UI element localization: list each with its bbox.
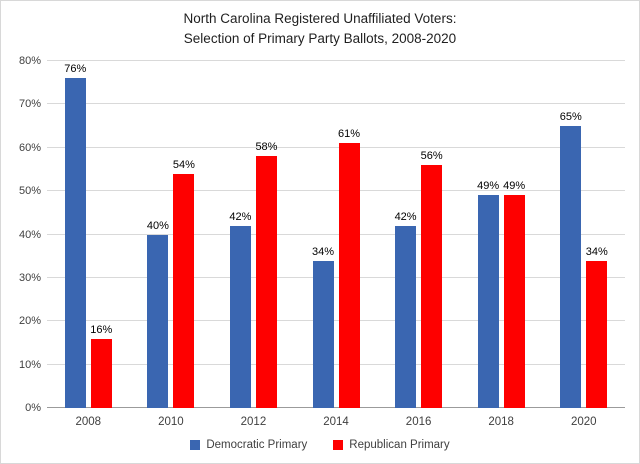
gridline	[47, 233, 625, 235]
bar-slot: 40%	[147, 61, 169, 408]
bar-value-label: 42%	[229, 210, 252, 223]
bar	[560, 126, 582, 408]
bar-group-2018: 49% 49%	[460, 61, 543, 408]
y-tick-label: 80%	[18, 55, 41, 67]
bar-value-label: 56%	[420, 150, 443, 163]
x-tick-label: 2020	[570, 416, 597, 428]
x-tick-label: 2018	[488, 416, 514, 428]
x-axis-labels: 2008 2010 2012 2014 2016 2018 2020	[47, 409, 625, 428]
bar-value-label: 54%	[172, 158, 195, 171]
bar	[421, 165, 443, 408]
bar-slot: 56%	[421, 61, 443, 408]
bar-group-2016: 42% 56%	[377, 61, 460, 408]
bar	[173, 173, 195, 408]
x-tick-label: 2012	[240, 416, 267, 428]
bar	[586, 260, 608, 408]
bar-slot: 42%	[395, 61, 417, 408]
gridline	[47, 190, 625, 192]
y-tick-label: 70%	[18, 98, 41, 111]
x-tick-label: 2010	[158, 416, 184, 428]
bar	[90, 338, 112, 408]
bar-value-label: 49%	[477, 180, 500, 193]
bar	[64, 78, 86, 408]
bar-value-label: 58%	[255, 141, 278, 154]
bar-value-label: 16%	[90, 323, 113, 336]
bar-value-label: 76%	[64, 63, 87, 76]
bar-slot: 58%	[255, 61, 277, 408]
bar-group-2012: 42% 58%	[212, 61, 295, 408]
bar-slot: 49%	[477, 61, 499, 408]
x-tick-label: 2008	[75, 416, 102, 428]
bar-group-2008: 76% 16%	[47, 61, 130, 408]
y-tick-label: 20%	[18, 315, 41, 328]
bar	[395, 225, 417, 408]
bar-slot: 54%	[173, 61, 195, 408]
bar-slot: 34%	[586, 61, 608, 408]
chart-title: North Carolina Registered Unaffiliated V…	[1, 9, 639, 48]
gridline	[47, 276, 625, 278]
bar-value-label: 61%	[338, 128, 361, 141]
bar-value-label: 42%	[394, 210, 417, 223]
bar-groups: 76% 16% 40% 54% 42% 58% 34% 61% 42% 56% 49% 49% 65% 3…	[47, 61, 625, 408]
x-axis-line	[47, 407, 625, 408]
bar	[503, 195, 525, 408]
chart-title-line1: North Carolina Registered Unaffiliated V…	[183, 11, 457, 26]
bar	[312, 260, 334, 408]
bar	[477, 195, 499, 408]
bar-slot: 16%	[90, 61, 112, 408]
bar-slot: 76%	[64, 61, 86, 408]
legend-item: Democratic Primary	[190, 439, 307, 451]
bar	[229, 225, 251, 408]
y-tick-label: 50%	[18, 185, 41, 198]
bar-slot: 42%	[229, 61, 251, 408]
bar-slot: 34%	[312, 61, 334, 408]
legend-label: Republican Primary	[349, 439, 450, 451]
gridline	[47, 363, 625, 365]
bar-group-2014: 34% 61%	[295, 61, 378, 408]
bar	[147, 234, 169, 408]
bar	[255, 156, 277, 408]
y-tick-label: 60%	[18, 141, 41, 154]
y-tick-label: 30%	[18, 271, 41, 284]
y-tick-label: 10%	[18, 358, 41, 371]
legend-swatch-icon	[333, 440, 344, 450]
bar-slot: 61%	[338, 61, 360, 408]
legend-label: Democratic Primary	[206, 439, 308, 451]
gridline	[47, 103, 625, 105]
legend: Democratic Primary Republican Primary	[1, 439, 639, 451]
bar-value-label: 34%	[311, 245, 335, 258]
x-tick-label: 2016	[405, 416, 432, 428]
gridline	[47, 60, 625, 61]
bar-value-label: 34%	[585, 245, 608, 258]
bar-slot: 65%	[560, 61, 582, 408]
legend-item: Republican Primary	[333, 439, 450, 451]
legend-swatch-icon	[190, 440, 201, 450]
bar-value-label: 40%	[146, 219, 169, 232]
gridline	[47, 320, 625, 322]
y-tick-label: 40%	[18, 228, 41, 241]
bar-slot: 49%	[503, 61, 525, 408]
chart-title-line2: Selection of Primary Party Ballots, 2008…	[183, 30, 457, 46]
bar	[338, 143, 360, 408]
x-tick-label: 2014	[323, 416, 349, 428]
gridline	[47, 146, 625, 148]
bar-value-label: 65%	[559, 111, 582, 124]
plot-area: 0% 10% 20% 30% 40% 50% 60% 70% 80% 76% 16% 40% 54% 42…	[19, 55, 625, 414]
bar-group-2020: 65% 34%	[542, 61, 625, 408]
bar-value-label: 49%	[503, 180, 526, 193]
bar-group-2010: 40% 54%	[130, 61, 213, 408]
y-tick-label: 0%	[25, 402, 41, 414]
